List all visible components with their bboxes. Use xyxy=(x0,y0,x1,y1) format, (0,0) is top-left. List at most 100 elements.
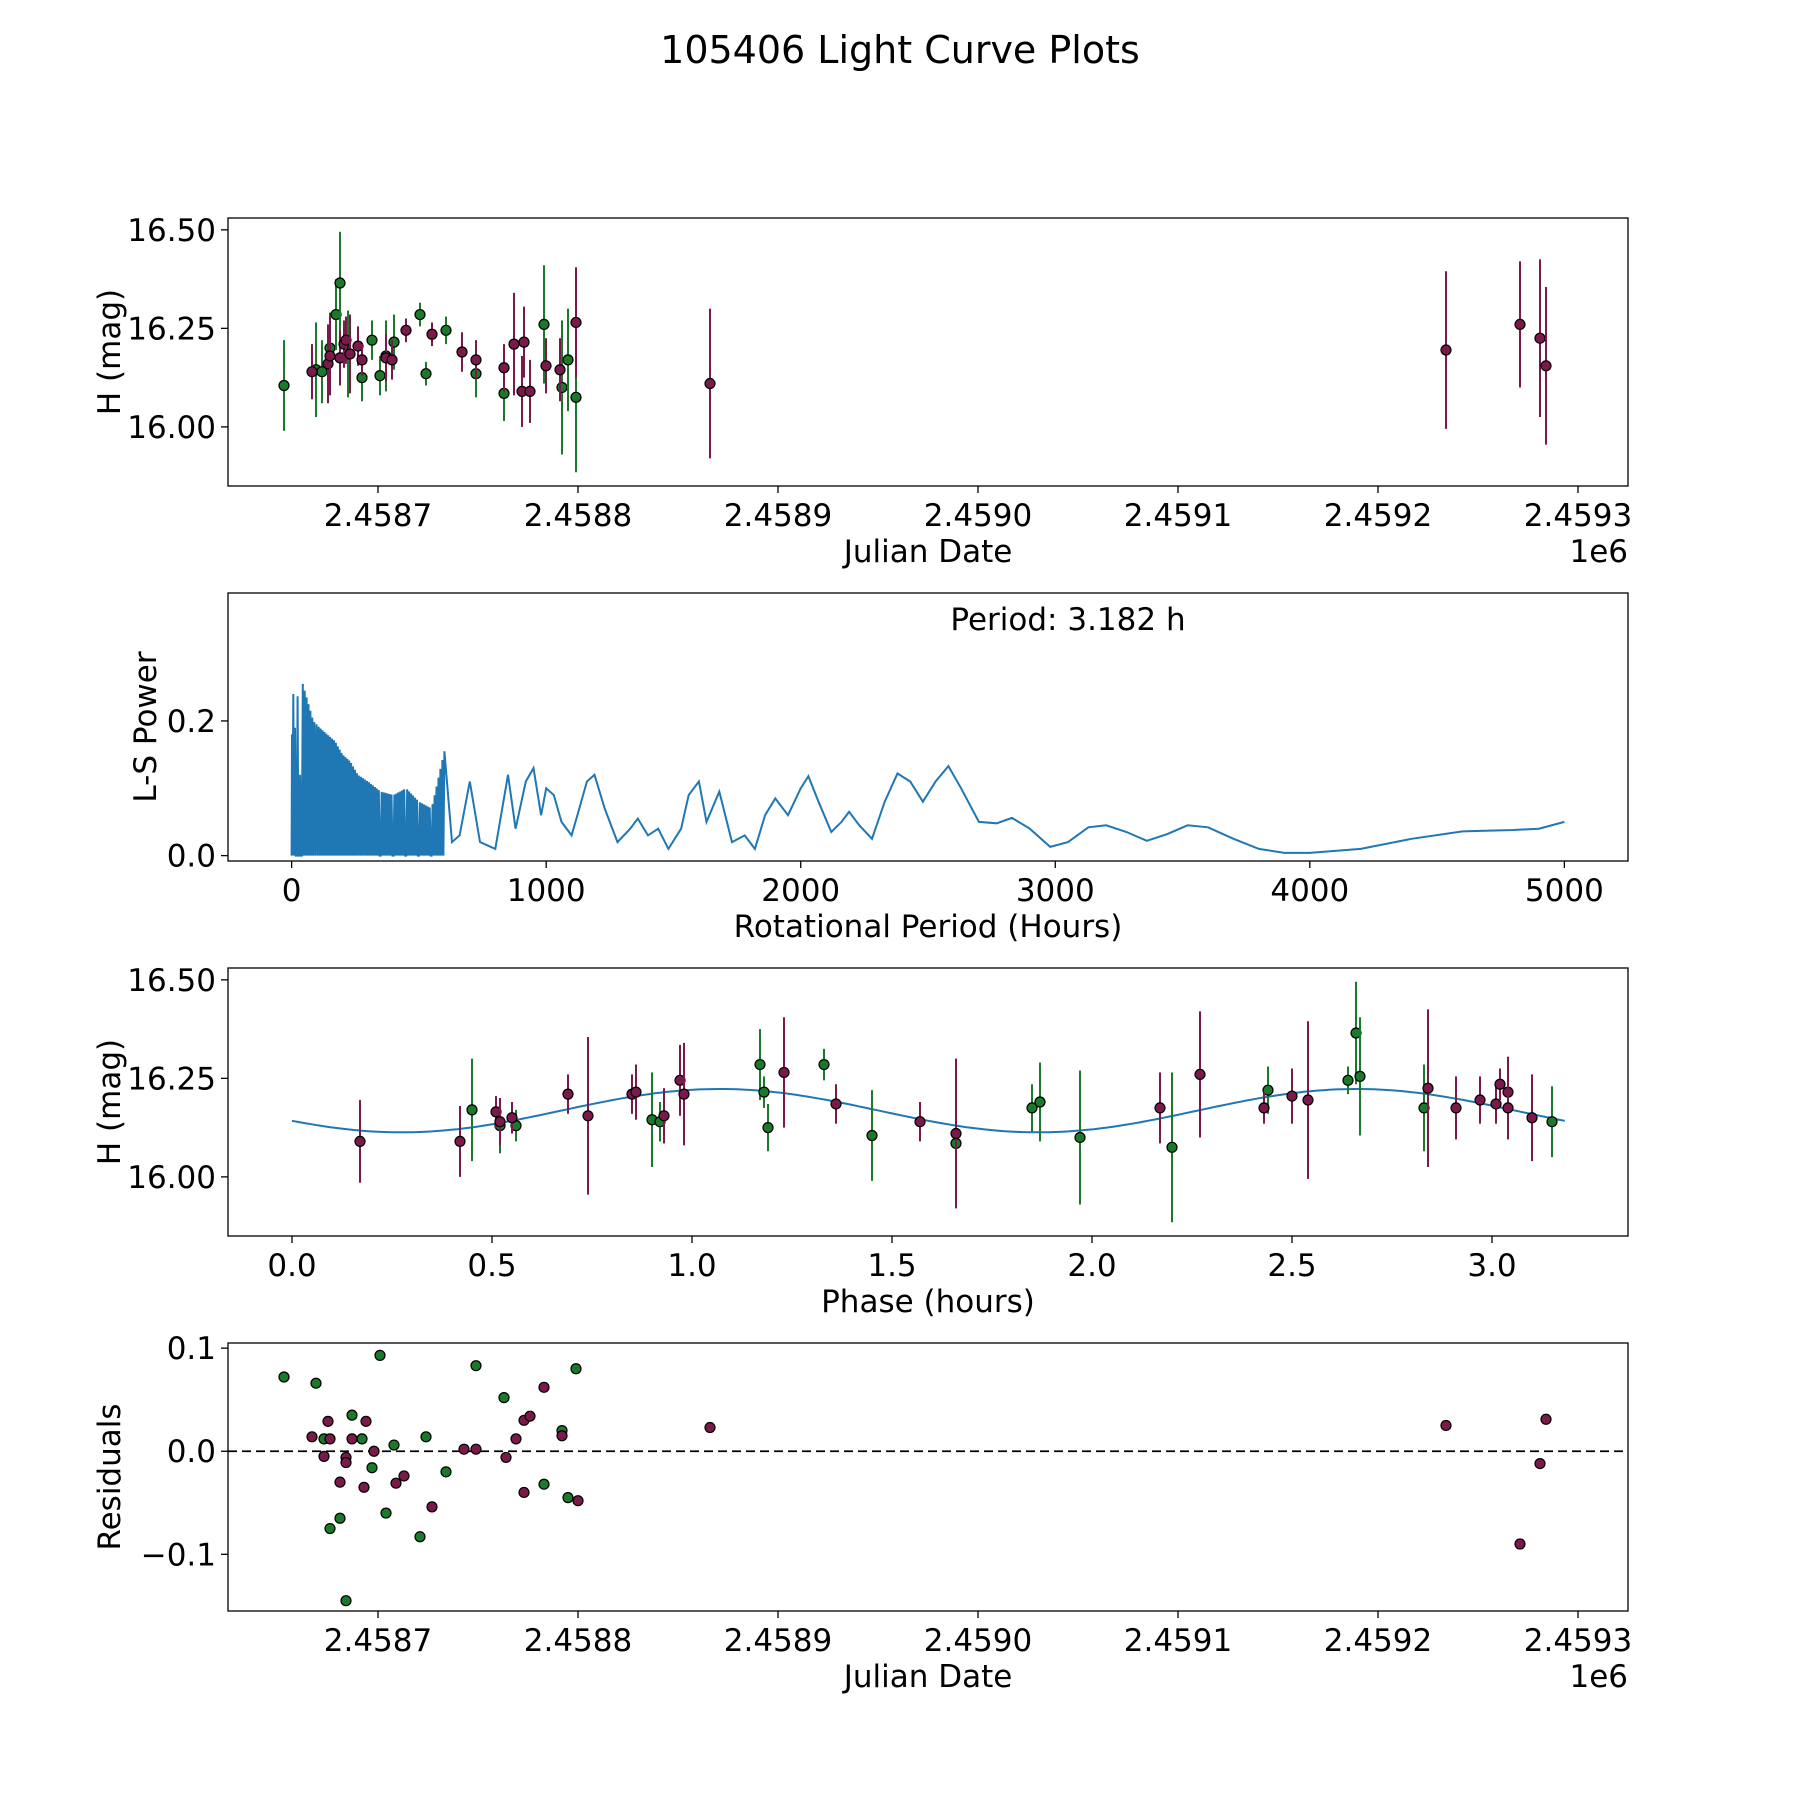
point-purple xyxy=(1502,1102,1514,1114)
point-green xyxy=(758,1086,770,1098)
plot-area xyxy=(290,683,1565,857)
x-tick-label: 2000 xyxy=(761,873,840,909)
axes-frame xyxy=(227,592,1629,862)
panel-residuals: 2.4587 2.4588 2.4589 2.4590 2.4591 2.4592 2.45… xyxy=(92,1331,1632,1695)
x-axis-label: Phase (hours) xyxy=(821,1284,1035,1320)
point-purple xyxy=(1440,1419,1452,1432)
point-purple xyxy=(1302,1094,1314,1106)
point-green xyxy=(1026,1102,1038,1114)
point-purple xyxy=(390,1477,402,1489)
point-purple xyxy=(400,324,412,336)
point-green xyxy=(466,1104,478,1116)
point-purple xyxy=(1154,1102,1166,1114)
point-green xyxy=(556,381,568,394)
point-green xyxy=(388,1439,400,1451)
point-purple xyxy=(494,1116,506,1128)
point-green xyxy=(1342,1074,1354,1086)
point-purple xyxy=(582,1110,594,1122)
point-purple xyxy=(344,348,356,360)
point-green xyxy=(538,318,550,331)
y-tick-label: 16.50 xyxy=(127,213,216,249)
point-purple xyxy=(1286,1090,1298,1102)
x-tick-label: 5000 xyxy=(1525,873,1604,909)
point-green xyxy=(562,354,574,366)
y-tick-label: 16.50 xyxy=(127,963,216,999)
point-green xyxy=(440,324,452,336)
x-tick-label: 2.4591 xyxy=(1124,498,1232,534)
point-purple xyxy=(354,1135,366,1148)
point-green xyxy=(866,1129,878,1142)
point-purple xyxy=(830,1098,842,1110)
x-tick-label: 4000 xyxy=(1270,873,1349,909)
point-purple xyxy=(1514,318,1526,331)
x-axis-label: Rotational Period (Hours) xyxy=(734,909,1123,945)
periodogram-line xyxy=(290,683,1565,857)
point-purple xyxy=(386,354,398,366)
point-purple xyxy=(1540,1413,1552,1425)
point-purple xyxy=(678,1088,690,1100)
point-green xyxy=(1034,1096,1046,1108)
point-purple xyxy=(518,1486,530,1499)
y-tick-label: 16.00 xyxy=(127,1160,216,1196)
x-tick-label: 2.4592 xyxy=(1324,1623,1432,1659)
point-purple xyxy=(458,1443,470,1455)
point-green xyxy=(340,1595,352,1607)
point-purple xyxy=(306,1431,318,1443)
point-green xyxy=(356,1433,368,1445)
y-tick-label: 16.00 xyxy=(127,410,216,446)
x-tick-label: 2.4587 xyxy=(324,1623,432,1659)
point-purple xyxy=(456,346,468,358)
x-tick-label: 2.4588 xyxy=(524,498,632,534)
x-tick-label: 2.4593 xyxy=(1524,498,1632,534)
point-purple xyxy=(524,385,536,398)
point-green xyxy=(388,336,400,348)
point-green xyxy=(498,1392,510,1404)
point-green xyxy=(762,1122,774,1134)
point-purple xyxy=(500,1451,512,1464)
point-purple xyxy=(1534,332,1546,344)
point-green xyxy=(1262,1084,1274,1096)
x-offset-label: 1e6 xyxy=(1569,534,1628,570)
point-purple xyxy=(950,1127,962,1140)
point-purple xyxy=(1526,1112,1538,1124)
point-green xyxy=(570,1363,582,1375)
point-purple xyxy=(398,1470,410,1482)
point-green xyxy=(380,1507,392,1519)
point-green xyxy=(1546,1116,1558,1128)
period-annotation: Period: 3.182 h xyxy=(950,602,1185,638)
x-tick-label: 1000 xyxy=(507,873,586,909)
point-purple xyxy=(1490,1098,1502,1110)
point-purple xyxy=(368,1445,380,1457)
point-purple xyxy=(426,1501,438,1513)
point-green xyxy=(278,379,290,392)
point-purple xyxy=(508,338,520,350)
point-green xyxy=(420,368,432,380)
y-tick-label: 0.2 xyxy=(167,704,216,740)
point-purple xyxy=(360,1415,372,1427)
point-purple xyxy=(470,1443,482,1455)
point-purple xyxy=(324,1433,336,1445)
point-purple xyxy=(454,1135,466,1148)
point-purple xyxy=(554,364,566,376)
point-purple xyxy=(324,350,336,362)
x-tick-label: 0 xyxy=(282,873,302,909)
point-purple xyxy=(318,1450,330,1462)
y-tick-label: −0.1 xyxy=(141,1537,216,1573)
point-green xyxy=(440,1466,452,1478)
x-tick-label: 2.4589 xyxy=(724,498,832,534)
point-green xyxy=(374,370,386,382)
x-axis-label: Julian Date xyxy=(842,534,1013,570)
x-tick-label: 3000 xyxy=(1016,873,1095,909)
point-purple xyxy=(346,1433,358,1445)
point-green xyxy=(754,1058,766,1071)
y-axis-label: H (mag) xyxy=(92,1039,128,1165)
point-green xyxy=(420,1431,432,1443)
y-tick-label: 16.25 xyxy=(127,311,216,347)
point-purple xyxy=(704,377,716,390)
x-tick-label: 2.4593 xyxy=(1524,1623,1632,1659)
x-tick-label: 3.0 xyxy=(1467,1248,1516,1284)
plot-area xyxy=(278,231,1552,473)
point-purple xyxy=(426,328,438,340)
point-purple xyxy=(524,1410,536,1422)
